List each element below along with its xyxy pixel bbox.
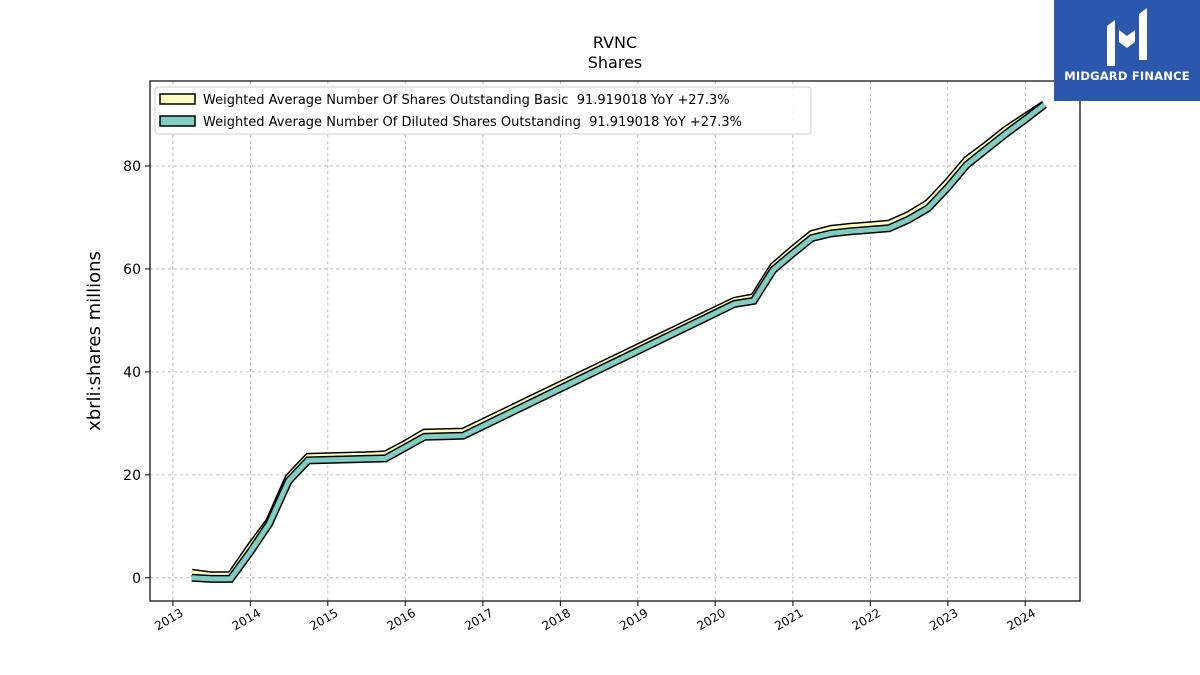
x-tick-label: 2020 (695, 606, 728, 633)
legend-swatch-diluted (159, 115, 196, 127)
x-tick-label: 2023 (927, 606, 960, 633)
x-tick-label: 2015 (307, 606, 340, 633)
x-tick-label: 2022 (850, 606, 883, 633)
x-tick-label: 2018 (540, 606, 573, 633)
legend-label-diluted: Weighted Average Number Of Diluted Share… (203, 115, 742, 130)
y-tick-label: 80 (123, 159, 141, 175)
y-tick-label: 60 (123, 262, 141, 278)
series-line-0 (191, 102, 1046, 578)
brand-logo: MIDGARD FINANCE (1054, 0, 1200, 101)
x-tick-label: 2016 (385, 606, 418, 633)
series-line-1 (191, 102, 1046, 582)
x-tick-label: 2024 (1005, 606, 1038, 633)
axes: 2013 2014 2015 2016 2017 2018 2019 2020 2021 2022… (123, 159, 1038, 633)
x-tick-label: 2014 (230, 606, 263, 633)
x-tick-label: 2013 (152, 606, 185, 633)
legend-label-basic: Weighted Average Number Of Shares Outsta… (203, 93, 730, 108)
legend-box (154, 86, 812, 135)
x-tick-label: 2017 (462, 606, 495, 633)
midgard-logo-icon (1107, 8, 1147, 66)
legend: Weighted Average Number Of Shares Outsta… (154, 86, 812, 135)
legend-swatch-basic (159, 93, 196, 105)
series-outline-0 (191, 100, 1047, 580)
chart-title: RVNC (593, 33, 637, 52)
series-outline-1 (191, 101, 1047, 583)
chart-subtitle: Shares (588, 53, 643, 72)
x-tick-label: 2021 (772, 606, 805, 633)
y-tick-label: 20 (123, 468, 141, 484)
grid (150, 81, 1080, 601)
brand-name: MIDGARD FINANCE (1064, 69, 1190, 83)
x-tick-label: 2019 (617, 606, 650, 633)
y-tick-label: 0 (132, 571, 141, 587)
y-tick-label: 40 (123, 365, 141, 381)
series-lines (191, 100, 1047, 583)
y-axis-label: xbrli:shares millions (84, 251, 105, 431)
plot-area-frame (149, 80, 1081, 602)
